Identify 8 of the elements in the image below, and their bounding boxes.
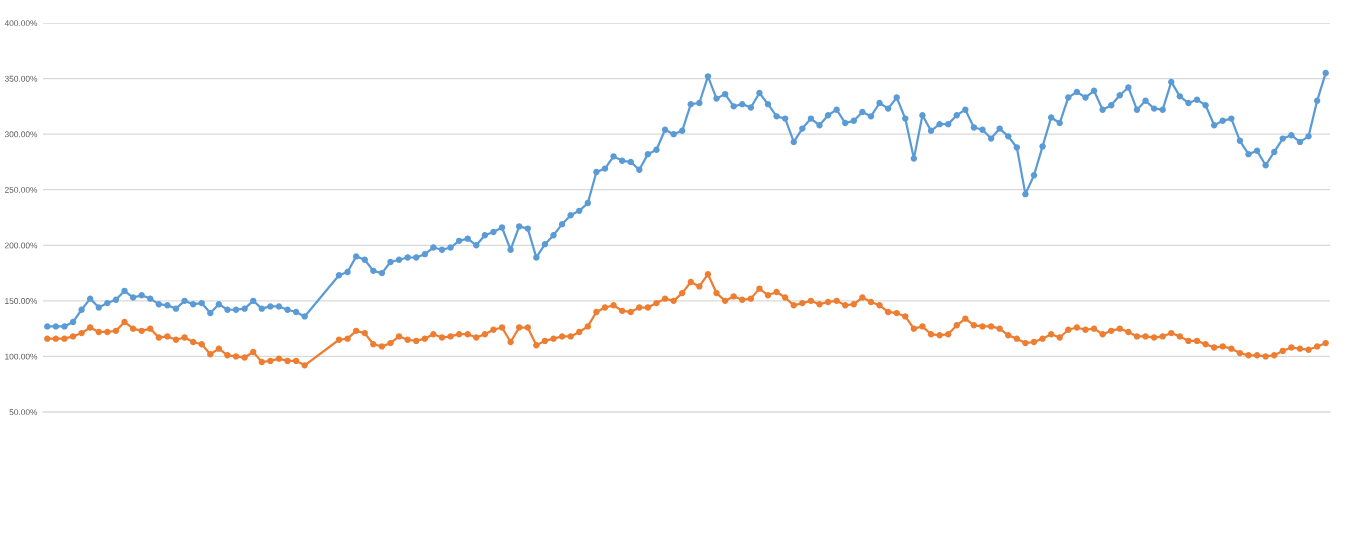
y-tick-label: 200.00%: [4, 242, 38, 249]
y-tick-label: 400.00%: [4, 20, 38, 27]
y-tick-label: 350.00%: [4, 75, 38, 82]
y-tick-label: 250.00%: [4, 186, 38, 193]
y-tick-label: 300.00%: [4, 131, 38, 138]
y-tick-label: 150.00%: [5, 298, 38, 304]
y-tick-label: 100.00%: [5, 353, 38, 360]
y-tick-label: 50.00%: [9, 409, 38, 416]
